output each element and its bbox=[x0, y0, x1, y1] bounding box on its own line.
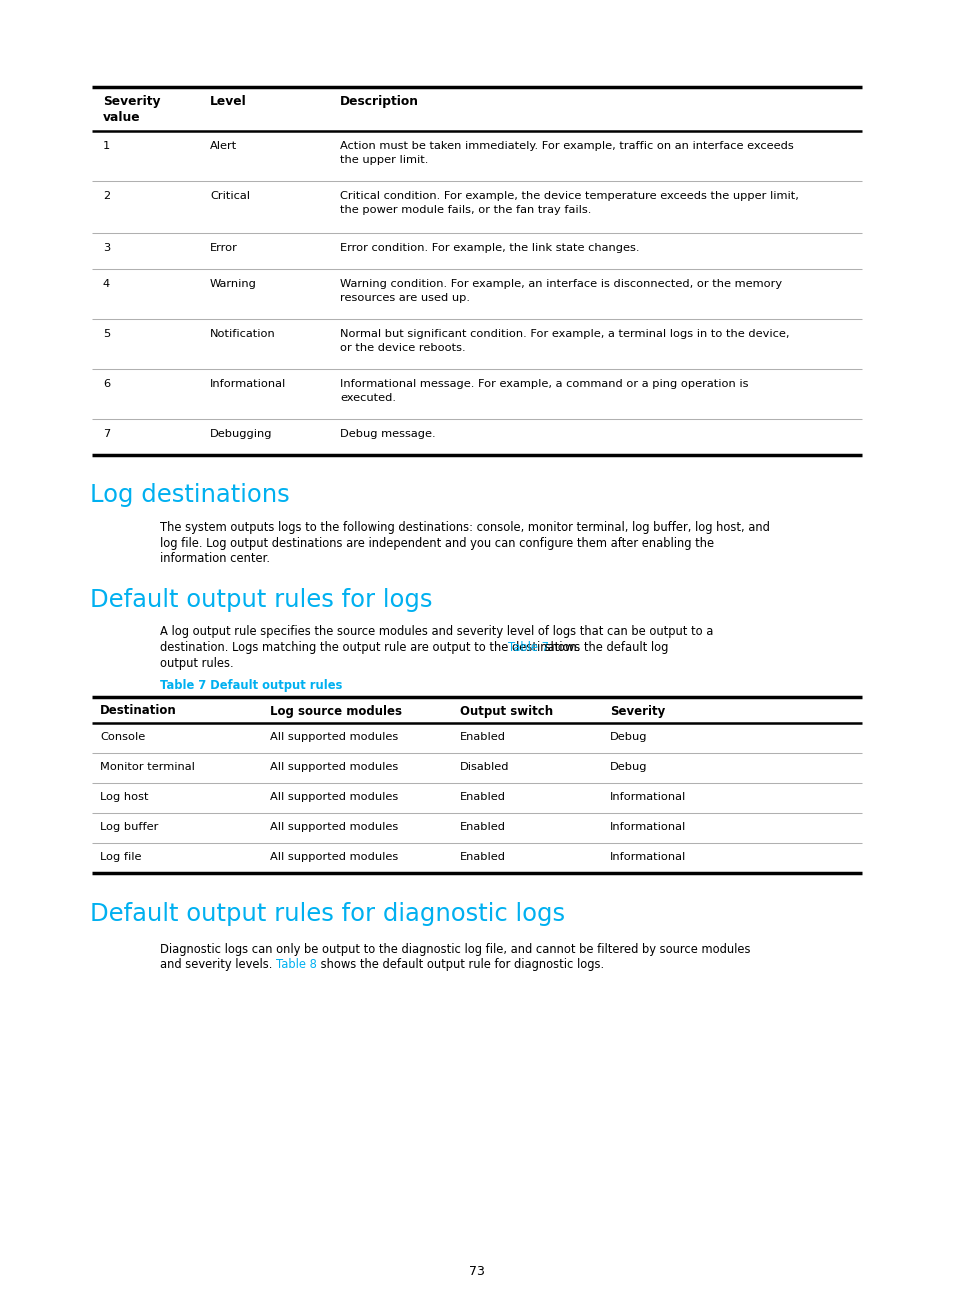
Text: Debugging: Debugging bbox=[210, 429, 273, 439]
Text: Informational: Informational bbox=[609, 792, 685, 801]
Text: Debug: Debug bbox=[609, 731, 647, 741]
Text: Warning: Warning bbox=[210, 279, 256, 289]
Text: Alert: Alert bbox=[210, 141, 237, 152]
Text: Error condition. For example, the link state changes.: Error condition. For example, the link s… bbox=[339, 244, 639, 253]
Text: All supported modules: All supported modules bbox=[270, 851, 397, 862]
Text: Diagnostic logs can only be output to the diagnostic log file, and cannot be fil: Diagnostic logs can only be output to th… bbox=[160, 942, 750, 955]
Text: Table 7: Table 7 bbox=[507, 642, 548, 654]
Text: Log host: Log host bbox=[100, 792, 149, 801]
Text: 1: 1 bbox=[103, 141, 111, 152]
Text: Default output rules for diagnostic logs: Default output rules for diagnostic logs bbox=[90, 902, 564, 927]
Text: Critical: Critical bbox=[210, 191, 250, 201]
Text: Monitor terminal: Monitor terminal bbox=[100, 762, 194, 771]
Text: Enabled: Enabled bbox=[459, 822, 505, 832]
Text: All supported modules: All supported modules bbox=[270, 731, 397, 741]
Text: Severity
value: Severity value bbox=[103, 95, 160, 124]
Text: Normal but significant condition. For example, a terminal logs in to the device,: Normal but significant condition. For ex… bbox=[339, 329, 789, 353]
Text: Log buffer: Log buffer bbox=[100, 822, 158, 832]
Text: Output switch: Output switch bbox=[459, 705, 553, 718]
Text: 73: 73 bbox=[469, 1265, 484, 1278]
Text: Log destinations: Log destinations bbox=[90, 483, 290, 507]
Text: Error: Error bbox=[210, 244, 237, 253]
Text: 4: 4 bbox=[103, 279, 110, 289]
Text: Enabled: Enabled bbox=[459, 851, 505, 862]
Text: The system outputs logs to the following destinations: console, monitor terminal: The system outputs logs to the following… bbox=[160, 521, 769, 534]
Text: Table 8: Table 8 bbox=[275, 958, 316, 971]
Text: shows the default log: shows the default log bbox=[540, 642, 667, 654]
Text: destination. Logs matching the output rule are output to the destination.: destination. Logs matching the output ru… bbox=[160, 642, 583, 654]
Text: shows the default output rule for diagnostic logs.: shows the default output rule for diagno… bbox=[316, 958, 603, 971]
Text: and severity levels.: and severity levels. bbox=[160, 958, 275, 971]
Text: Severity: Severity bbox=[609, 705, 664, 718]
Text: A log output rule specifies the source modules and severity level of logs that c: A log output rule specifies the source m… bbox=[160, 626, 713, 639]
Text: Enabled: Enabled bbox=[459, 792, 505, 801]
Text: Notification: Notification bbox=[210, 329, 275, 340]
Text: Informational: Informational bbox=[609, 851, 685, 862]
Text: Log file: Log file bbox=[100, 851, 141, 862]
Text: All supported modules: All supported modules bbox=[270, 762, 397, 771]
Text: 6: 6 bbox=[103, 378, 110, 389]
Text: Log source modules: Log source modules bbox=[270, 705, 401, 718]
Text: Table 7 Default output rules: Table 7 Default output rules bbox=[160, 679, 342, 692]
Text: 2: 2 bbox=[103, 191, 110, 201]
Text: All supported modules: All supported modules bbox=[270, 822, 397, 832]
Text: Enabled: Enabled bbox=[459, 731, 505, 741]
Text: Console: Console bbox=[100, 731, 145, 741]
Text: Description: Description bbox=[339, 95, 418, 108]
Text: Critical condition. For example, the device temperature exceeds the upper limit,: Critical condition. For example, the dev… bbox=[339, 191, 798, 215]
Text: 5: 5 bbox=[103, 329, 111, 340]
Text: 3: 3 bbox=[103, 244, 111, 253]
Text: Default output rules for logs: Default output rules for logs bbox=[90, 587, 432, 612]
Text: Disabled: Disabled bbox=[459, 762, 509, 771]
Text: Debug: Debug bbox=[609, 762, 647, 771]
Text: Informational: Informational bbox=[210, 378, 286, 389]
Text: output rules.: output rules. bbox=[160, 657, 233, 670]
Text: 7: 7 bbox=[103, 429, 111, 439]
Text: Action must be taken immediately. For example, traffic on an interface exceeds
t: Action must be taken immediately. For ex… bbox=[339, 141, 793, 165]
Text: Warning condition. For example, an interface is disconnected, or the memory
reso: Warning condition. For example, an inter… bbox=[339, 279, 781, 302]
Text: Level: Level bbox=[210, 95, 247, 108]
Text: Informational message. For example, a command or a ping operation is
executed.: Informational message. For example, a co… bbox=[339, 378, 748, 403]
Text: log file. Log output destinations are independent and you can configure them aft: log file. Log output destinations are in… bbox=[160, 537, 714, 550]
Text: information center.: information center. bbox=[160, 552, 270, 565]
Text: All supported modules: All supported modules bbox=[270, 792, 397, 801]
Text: Destination: Destination bbox=[100, 705, 176, 718]
Text: Informational: Informational bbox=[609, 822, 685, 832]
Text: Debug message.: Debug message. bbox=[339, 429, 436, 439]
